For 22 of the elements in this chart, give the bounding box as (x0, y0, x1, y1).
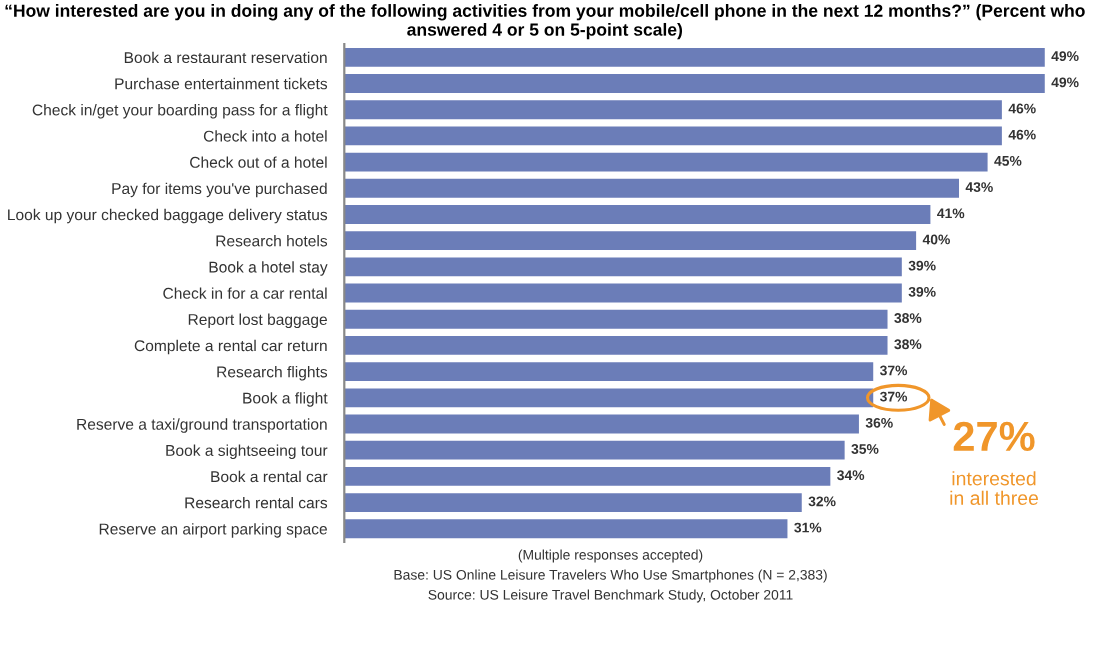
bar (344, 466, 831, 486)
bar (344, 519, 788, 539)
bar (344, 335, 888, 355)
bar (344, 283, 902, 303)
bar (344, 388, 874, 408)
bar (344, 126, 1002, 146)
bar (344, 152, 988, 172)
bar (344, 362, 874, 382)
bar (344, 414, 859, 434)
bar (344, 47, 1045, 67)
bar (344, 309, 888, 329)
bar (344, 205, 931, 224)
bar (344, 257, 902, 277)
bar (344, 493, 802, 512)
bar (344, 178, 959, 198)
bar (344, 440, 845, 460)
bar (344, 100, 1002, 120)
bar (344, 74, 1045, 93)
bar (344, 231, 917, 251)
chart-title: “How interested are you in doing any of the following activities from your mobile/cell phone in the next 12 months?” (Percent who answered 4 or 5 on 5-point scale) (5, 4, 1085, 40)
annotation: interested in all three (950, 471, 1038, 505)
annotation: 27% (953, 421, 1035, 452)
